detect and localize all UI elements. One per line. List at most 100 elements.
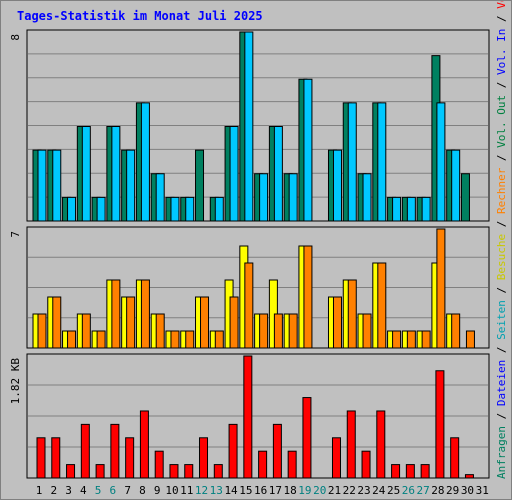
bar-top-dateien-day-21 — [332, 149, 342, 222]
bar-middle-rechner-day-18 — [288, 313, 298, 349]
bar-top-dateien-day-8 — [140, 102, 150, 222]
bar-middle-rechner-day-29 — [451, 313, 461, 349]
x-tick-label: 24 — [372, 484, 386, 497]
legend-entry: Anfragen — [495, 426, 508, 479]
legend-entry: / — [495, 214, 508, 234]
x-tick-label: 6 — [110, 484, 117, 497]
bar-middle-rechner-day-26 — [406, 330, 416, 349]
bar-bottom-volumen-day-21 — [331, 437, 341, 479]
bar-top-dateien-day-15 — [244, 31, 254, 222]
bar-middle-rechner-day-17 — [273, 313, 283, 349]
legend-entry: Besuche — [495, 234, 508, 280]
bar-bottom-volumen-day-10 — [169, 464, 179, 479]
bar-top-dateien-day-19 — [303, 78, 313, 222]
bar-middle-rechner-day-23 — [362, 313, 372, 349]
bar-top-dateien-day-22 — [347, 102, 357, 222]
x-tick-label: 13 — [210, 484, 223, 497]
bar-top-dateien-day-7 — [126, 149, 136, 222]
bar-top-dateien-day-18 — [288, 173, 298, 222]
bar-bottom-volumen-day-4 — [80, 423, 90, 479]
bar-bottom-volumen-day-1 — [36, 437, 46, 479]
bar-bottom-volumen-day-30 — [464, 474, 474, 479]
bar-bottom-volumen-day-22 — [346, 410, 356, 479]
legend-entry: / — [495, 9, 508, 29]
bar-middle-rechner-day-10 — [170, 330, 180, 349]
x-tick-label: 12 — [195, 484, 208, 497]
bar-middle-rechner-day-6 — [111, 279, 121, 349]
x-tick-label: 1 — [36, 484, 43, 497]
bar-top-dateien-day-16 — [259, 173, 269, 222]
x-tick-label: 7 — [124, 484, 131, 497]
legend-entry: Dateien — [495, 360, 508, 406]
bar-middle-rechner-day-13 — [214, 330, 224, 349]
x-tick-label: 17 — [269, 484, 282, 497]
x-tick-label: 4 — [80, 484, 87, 497]
x-tick-label: 8 — [139, 484, 146, 497]
bar-top-dateien-day-28 — [436, 102, 446, 222]
bar-top-dateien-day-23 — [362, 173, 372, 222]
bar-middle-rechner-day-27 — [421, 330, 431, 349]
bar-bottom-volumen-day-29 — [450, 437, 460, 479]
x-tick-label: 28 — [431, 484, 444, 497]
bar-bottom-volumen-day-14 — [228, 423, 238, 479]
x-tick-label: 27 — [417, 484, 430, 497]
bar-bottom-volumen-day-15 — [243, 355, 253, 479]
x-tick-label: 11 — [180, 484, 193, 497]
bar-middle-rechner-day-14 — [229, 296, 239, 349]
bar-top-dateien-day-10 — [170, 196, 180, 222]
bar-middle-rechner-day-11 — [185, 330, 195, 349]
bar-middle-rechner-day-21 — [332, 296, 342, 349]
bar-bottom-volumen-day-6 — [110, 423, 120, 479]
legend-entry: / — [495, 406, 508, 426]
legend-entry: / — [495, 75, 508, 95]
bar-top-dateien-day-29 — [451, 149, 461, 222]
legend-entry: Volumen — [495, 1, 508, 9]
bar-middle-rechner-day-25 — [392, 330, 402, 349]
bar-bottom-volumen-day-13 — [213, 464, 223, 479]
x-tick-label: 3 — [65, 484, 72, 497]
bar-bottom-volumen-day-18 — [287, 450, 297, 479]
bar-bottom-volumen-day-25 — [391, 464, 401, 479]
legend-entry: / — [495, 340, 508, 360]
bar-top-dateien-day-4 — [81, 126, 91, 222]
x-tick-label: 19 — [298, 484, 311, 497]
bar-bottom-volumen-day-12 — [199, 437, 209, 479]
bar-middle-rechner-day-9 — [155, 313, 165, 349]
bar-top-dateien-day-11 — [185, 196, 195, 222]
bar-top-dateien-day-17 — [273, 126, 283, 222]
bar-top-dateien-day-5 — [96, 196, 106, 222]
bar-middle-rechner-day-8 — [140, 279, 150, 349]
bar-top-dateien-day-13 — [214, 196, 224, 222]
x-tick-label: 25 — [387, 484, 400, 497]
bar-middle-rechner-day-2 — [52, 296, 62, 349]
x-tick-label: 16 — [254, 484, 267, 497]
bar-top-dateien-day-27 — [421, 196, 431, 222]
bar-bottom-volumen-day-5 — [95, 464, 105, 479]
bar-top-dateien-day-2 — [52, 149, 62, 222]
bar-middle-rechner-day-22 — [347, 279, 357, 349]
bar-top-dateien-day-26 — [406, 196, 416, 222]
x-tick-label: 10 — [165, 484, 178, 497]
bar-bottom-volumen-day-17 — [272, 423, 282, 479]
bar-top-dateien-day-25 — [392, 196, 402, 222]
bar-bottom-volumen-day-3 — [66, 464, 76, 479]
bar-top-dateien-day-1 — [37, 149, 47, 222]
bar-middle-rechner-day-3 — [67, 330, 77, 349]
bar-middle-rechner-day-16 — [259, 313, 269, 349]
bar-top-dateien-day-6 — [111, 126, 121, 222]
x-tick-label: 31 — [476, 484, 489, 497]
x-tick-label: 2 — [50, 484, 57, 497]
bar-middle-rechner-day-1 — [37, 313, 47, 349]
bar-middle-rechner-day-7 — [126, 296, 136, 349]
legend-entry: / — [495, 148, 508, 168]
bar-bottom-volumen-day-26 — [405, 464, 415, 479]
panel-top-axis-label: 8 — [9, 34, 22, 41]
bar-bottom-volumen-day-8 — [139, 410, 149, 479]
bar-bottom-volumen-day-19 — [302, 397, 312, 479]
bar-middle-rechner-day-4 — [81, 313, 91, 349]
legend-entry: Seiten — [495, 300, 508, 340]
bar-middle-rechner-day-15 — [244, 262, 254, 349]
bar-middle-rechner-day-5 — [96, 330, 106, 349]
x-tick-label: 26 — [402, 484, 415, 497]
x-tick-label: 20 — [313, 484, 326, 497]
